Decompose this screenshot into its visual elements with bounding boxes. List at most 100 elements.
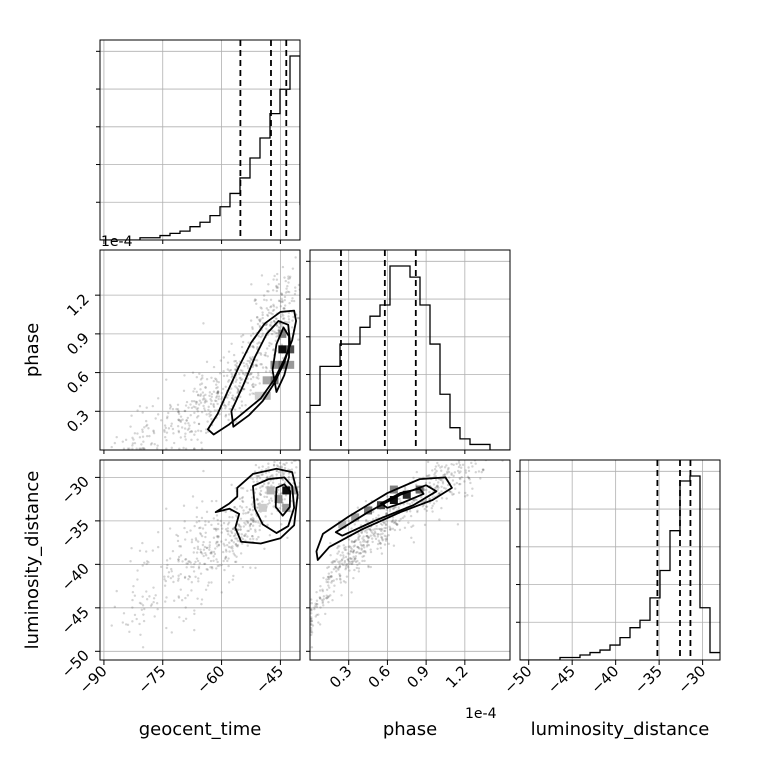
- sample-point: [205, 546, 208, 549]
- x-tick-label: 0.3: [326, 662, 356, 692]
- sample-point: [342, 580, 346, 583]
- sample-point: [315, 605, 319, 609]
- sample-point: [275, 324, 279, 327]
- sample-point: [234, 532, 237, 535]
- sample-point: [200, 534, 204, 538]
- sample-point: [209, 552, 212, 555]
- sample-point: [260, 274, 264, 277]
- sample-point: [310, 623, 313, 627]
- sample-point: [271, 289, 275, 292]
- sample-point: [164, 600, 167, 603]
- sample-point: [201, 543, 205, 547]
- sample-point: [186, 594, 190, 597]
- sample-point: [368, 527, 371, 531]
- sample-point: [257, 341, 261, 344]
- sample-point: [310, 598, 313, 601]
- sample-point: [198, 403, 201, 406]
- sample-point: [224, 510, 227, 514]
- sample-point: [179, 415, 183, 418]
- sample-point: [202, 404, 205, 408]
- sample-point: [200, 516, 204, 520]
- sample-point: [292, 450, 294, 452]
- density-cell: [258, 503, 267, 512]
- sample-point: [207, 557, 210, 560]
- sample-point: [360, 544, 364, 548]
- sample-point: [199, 388, 202, 391]
- sample-point: [165, 378, 168, 381]
- sample-point: [220, 563, 223, 567]
- sample-point: [189, 403, 192, 406]
- sample-point: [473, 455, 475, 457]
- sample-point: [243, 373, 247, 377]
- sample-point: [131, 606, 134, 609]
- contour-inner: [271, 326, 290, 393]
- sample-point: [258, 319, 262, 322]
- sample-point: [365, 528, 368, 532]
- sample-point: [350, 527, 353, 530]
- sample-point: [440, 469, 443, 472]
- sample-point: [219, 519, 223, 523]
- sample-point: [271, 309, 275, 312]
- sample-point: [271, 329, 274, 332]
- sample-point: [376, 535, 380, 538]
- sample-point: [468, 478, 471, 481]
- sample-point: [268, 475, 272, 479]
- sample-point: [425, 488, 428, 492]
- sample-point: [110, 445, 113, 449]
- sample-point: [262, 294, 266, 297]
- sample-point: [232, 399, 236, 402]
- sample-point: [199, 572, 203, 575]
- sample-point: [385, 537, 389, 541]
- sample-point: [375, 516, 378, 520]
- sample-point: [310, 602, 313, 605]
- sample-point: [277, 471, 281, 474]
- sample-point: [256, 498, 259, 501]
- sample-point: [267, 466, 270, 469]
- sample-point: [397, 506, 400, 509]
- sample-point: [380, 536, 384, 540]
- sample-point: [184, 558, 188, 561]
- sample-point: [416, 510, 419, 514]
- sample-point: [428, 497, 431, 501]
- sample-point: [215, 383, 218, 386]
- sample-point: [168, 403, 172, 407]
- sample-point: [329, 594, 332, 597]
- sample-point: [230, 530, 233, 533]
- sample-point: [206, 420, 209, 423]
- sample-point: [365, 540, 369, 544]
- sample-point: [228, 378, 231, 382]
- sample-point: [332, 560, 335, 563]
- sample-point: [190, 538, 194, 541]
- sample-point: [371, 518, 375, 521]
- sample-point: [358, 562, 361, 565]
- sample-point: [255, 364, 258, 368]
- x-tick-label: 1.2: [442, 662, 472, 692]
- sample-point: [474, 462, 477, 465]
- sample-point: [389, 528, 392, 531]
- sample-point: [254, 383, 257, 387]
- sample-point: [196, 394, 200, 397]
- sample-point: [359, 541, 362, 544]
- contour-inner: [274, 483, 292, 517]
- sample-point: [346, 564, 349, 567]
- sample-point: [216, 402, 219, 406]
- sample-point: [440, 490, 443, 493]
- sample-point: [282, 307, 285, 310]
- sample-point: [246, 381, 250, 385]
- sample-point: [204, 535, 207, 539]
- sample-point: [170, 567, 173, 571]
- sample-point: [451, 453, 453, 455]
- sample-point: [310, 619, 314, 623]
- sample-point: [347, 545, 350, 549]
- sample-point: [283, 307, 286, 310]
- sample-point: [201, 398, 205, 401]
- sample-point: [199, 551, 203, 554]
- sample-point: [178, 545, 181, 548]
- sample-point: [251, 345, 255, 349]
- sample-point: [266, 523, 269, 527]
- sample-point: [208, 415, 211, 418]
- sample-point: [460, 475, 463, 479]
- sample-point: [280, 293, 284, 296]
- sample-point: [223, 544, 226, 547]
- sample-point: [393, 520, 396, 524]
